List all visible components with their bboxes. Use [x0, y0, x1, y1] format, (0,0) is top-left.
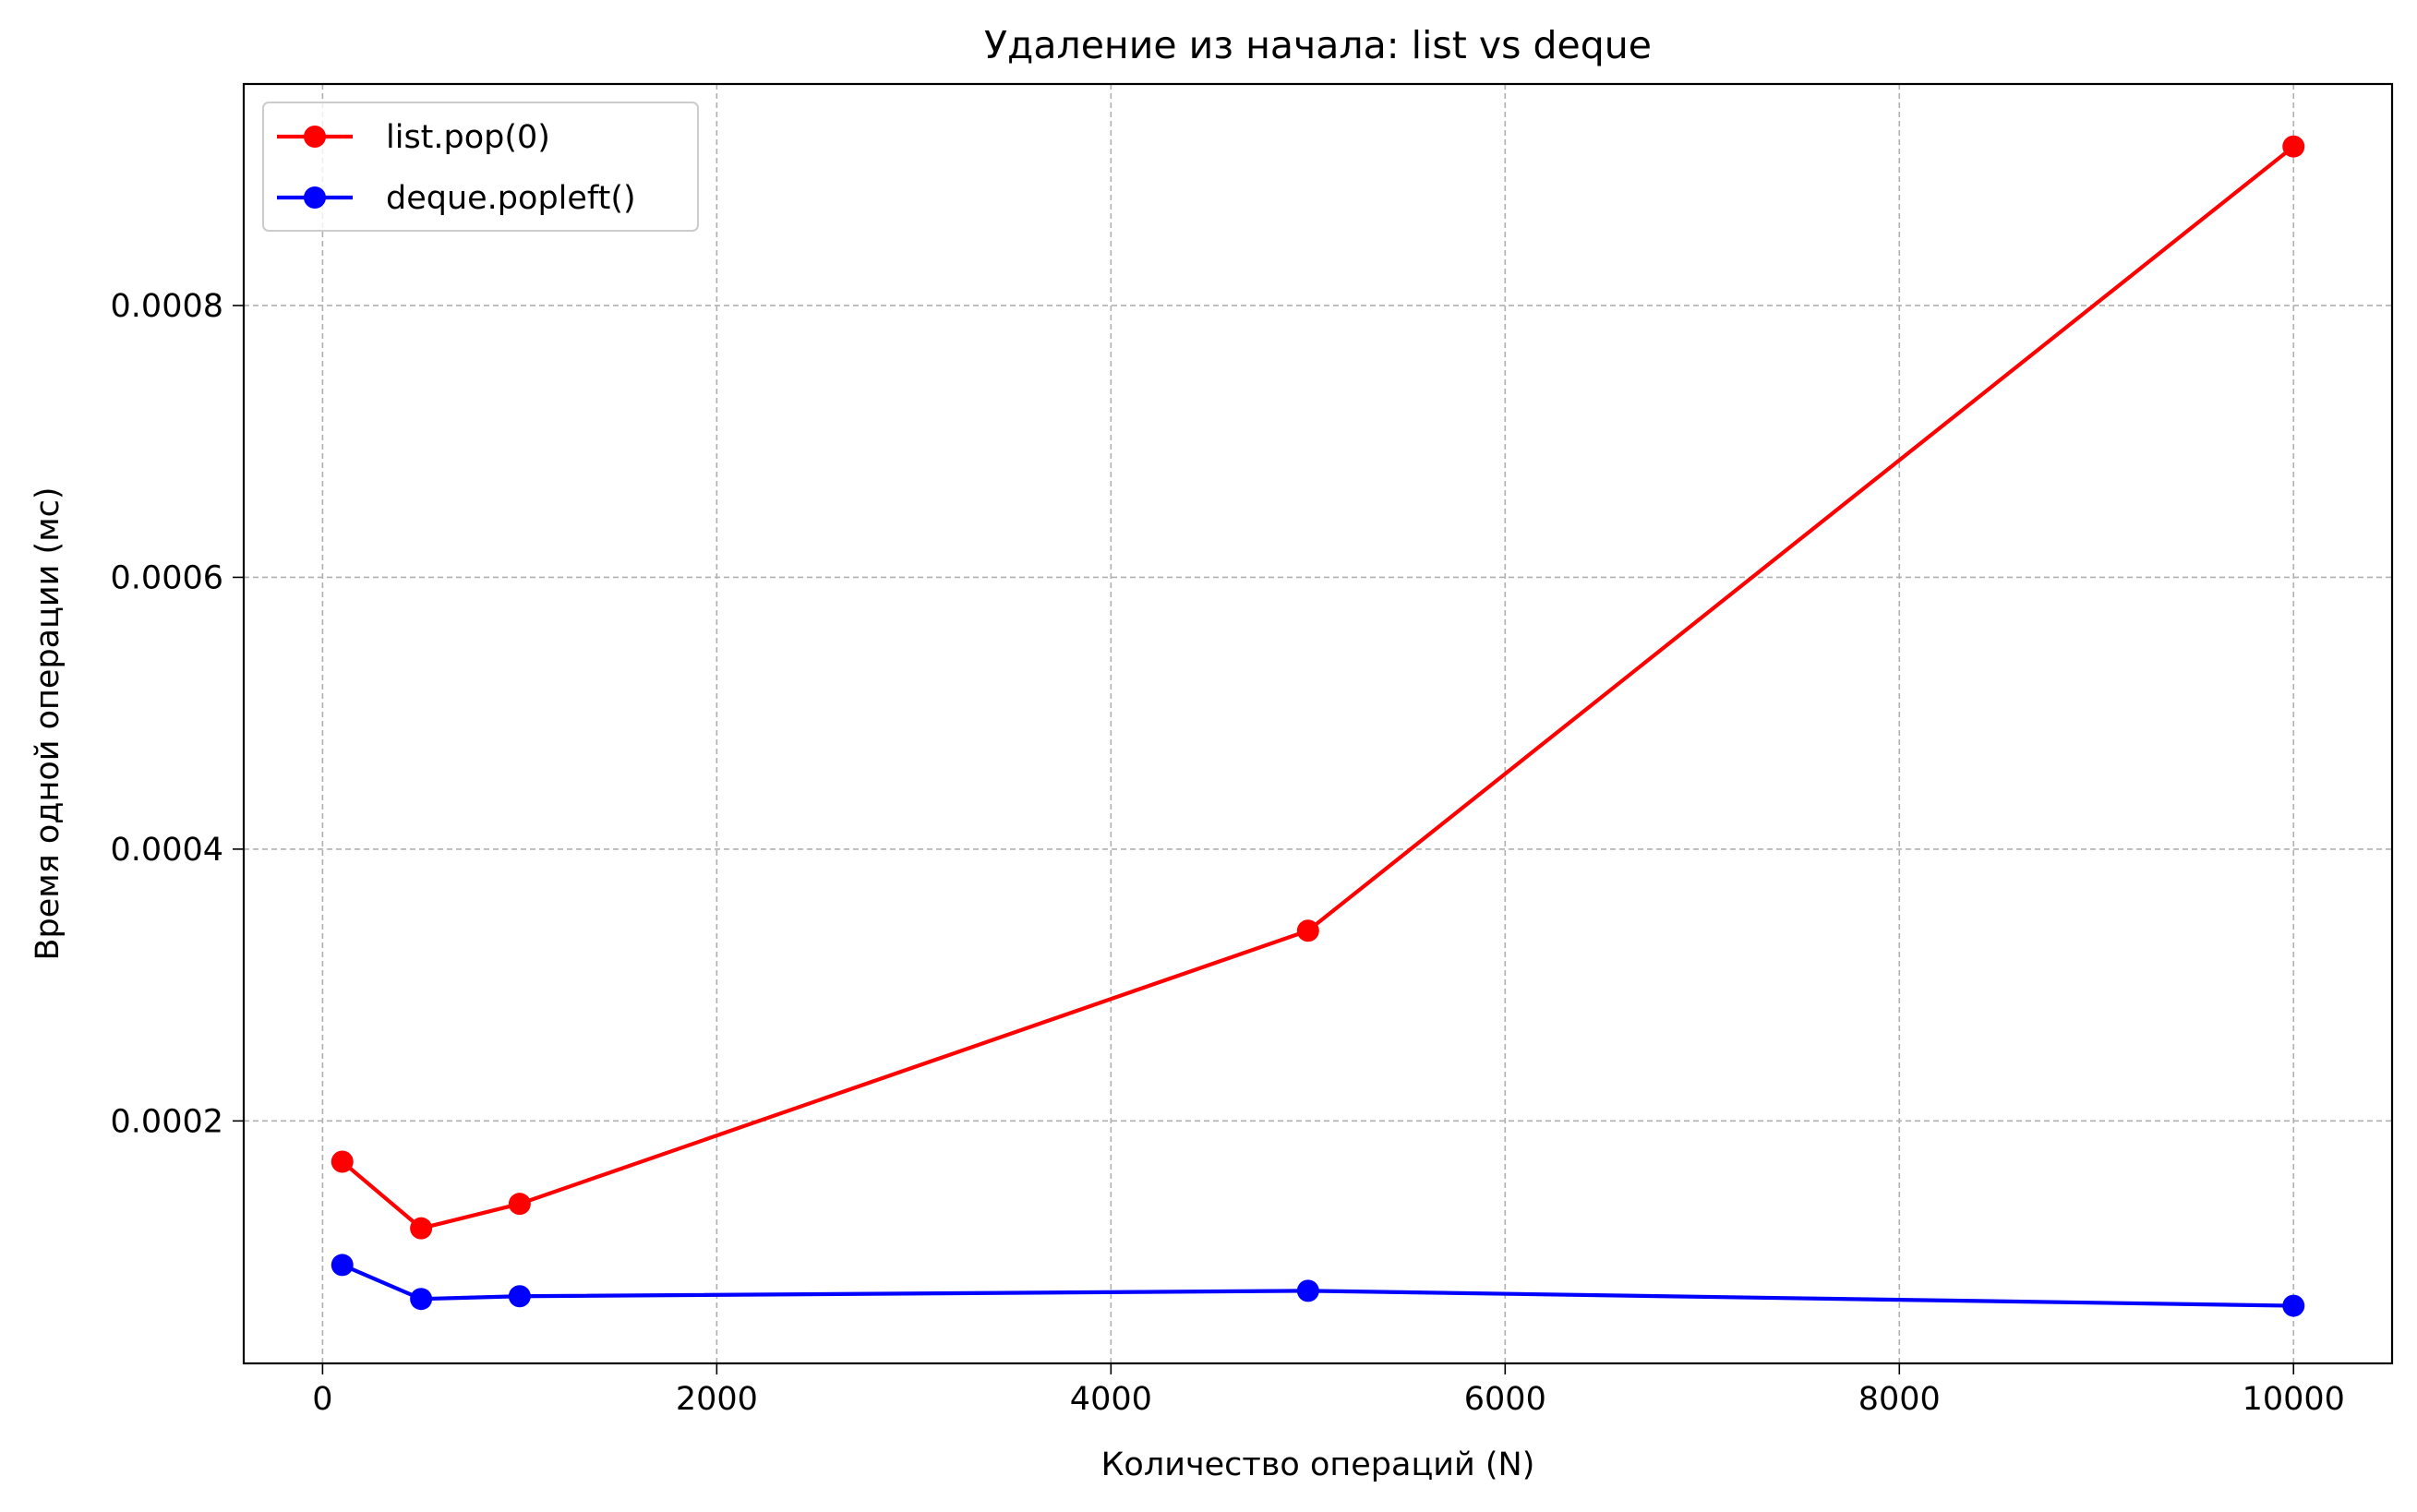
x-tick-label: 8000: [1858, 1381, 1941, 1418]
legend-marker: [304, 126, 326, 148]
legend-entry: deque.popleft(): [277, 180, 636, 217]
data-point: [2282, 135, 2305, 158]
x-tick-label: 0: [312, 1381, 332, 1418]
data-point: [508, 1193, 531, 1216]
legend-box: [262, 102, 699, 232]
series-1: [331, 1254, 2305, 1317]
data-point: [2282, 1294, 2305, 1317]
x-tick-label: 10000: [2243, 1381, 2345, 1418]
y-tick-label: 0.0004: [111, 832, 223, 869]
data-point: [1296, 919, 1319, 942]
legend-entry: list.pop(0): [277, 119, 550, 156]
x-tick-label: 2000: [676, 1381, 758, 1418]
data-point: [331, 1150, 354, 1173]
x-tick-label: 4000: [1070, 1381, 1152, 1418]
data-point: [331, 1254, 354, 1277]
data-point: [410, 1217, 433, 1240]
axis-ticks: 0 2000 4000 6000 8000 10000 0.0002 0.0004 0.0006…: [111, 288, 2345, 1418]
x-axis-label: Количество операций (N): [1101, 1446, 1535, 1483]
data-point: [1296, 1279, 1319, 1302]
series-0: [331, 135, 2305, 1240]
legend-label: deque.popleft(): [386, 180, 636, 217]
y-tick-label: 0.0008: [111, 288, 223, 325]
y-tick-label: 0.0006: [111, 559, 223, 596]
grid: [244, 84, 2392, 1363]
data-point: [508, 1285, 531, 1308]
y-tick-label: 0.0002: [111, 1103, 223, 1140]
chart-title: Удаление из начала: list vs deque: [984, 23, 1652, 67]
series-layer: [331, 135, 2305, 1317]
plot-frame: [242, 82, 2394, 1365]
x-tick-label: 6000: [1464, 1381, 1546, 1418]
legend-label: list.pop(0): [386, 119, 550, 156]
legend: list.pop(0) deque.popleft(): [262, 102, 699, 232]
y-axis-label: Время одной операции (мс): [30, 486, 66, 960]
legend-marker: [304, 186, 326, 209]
data-point: [410, 1288, 433, 1311]
